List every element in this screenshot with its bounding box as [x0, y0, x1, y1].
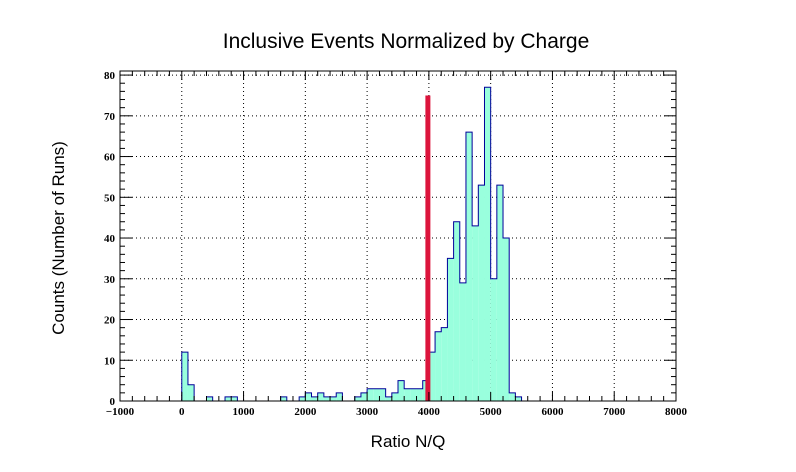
histogram-bar — [323, 396, 331, 401]
x-tick-label: −1000 — [106, 406, 135, 418]
histogram-bar — [441, 327, 448, 401]
histogram-bar — [336, 392, 343, 401]
histogram-bar — [317, 392, 324, 401]
y-tick-label: 70 — [104, 111, 116, 123]
histogram-bar — [391, 392, 398, 401]
histogram-bar — [428, 352, 436, 401]
histogram-bar — [354, 396, 361, 401]
plot-frame — [119, 70, 677, 402]
histogram-bar — [484, 87, 491, 401]
histogram-bar — [404, 388, 411, 401]
y-tick-label: 80 — [104, 70, 116, 82]
x-tick-label: 6000 — [541, 406, 564, 418]
histogram-bar — [373, 388, 380, 401]
y-axis-title: Counts (Number of Runs) — [49, 141, 68, 335]
y-tick-label: 60 — [104, 152, 116, 164]
histogram-bar — [453, 221, 460, 401]
x-tick-label: 2000 — [294, 406, 317, 418]
histogram-bar — [187, 384, 195, 401]
histogram-bar — [465, 132, 473, 401]
histogram-bar — [225, 396, 232, 401]
histogram-bar — [231, 396, 238, 401]
histogram-bar — [305, 392, 312, 401]
y-tick-label: 0 — [110, 396, 116, 408]
histogram-bar — [385, 396, 392, 401]
y-tick-label: 50 — [104, 192, 116, 204]
histogram-bar — [367, 388, 374, 401]
histogram-bar — [459, 282, 466, 401]
histogram-bar — [379, 388, 386, 401]
x-tick-label: 3000 — [356, 406, 379, 418]
y-tick-label: 40 — [104, 233, 116, 245]
grid-lines — [120, 71, 676, 401]
axis-ticks — [119, 71, 677, 402]
histogram-bar — [472, 225, 479, 401]
histogram-bar — [515, 396, 522, 401]
histogram-bars — [181, 87, 522, 401]
histogram-bar — [490, 278, 497, 401]
x-tick-label: 5000 — [480, 406, 503, 418]
histogram-bar — [299, 396, 306, 401]
histogram-bar — [181, 352, 188, 401]
histogram-bar — [360, 392, 368, 401]
histogram-bar — [410, 388, 417, 401]
histogram-bar — [478, 185, 485, 401]
x-tick-label: 1000 — [233, 406, 256, 418]
histogram-bar — [330, 396, 337, 401]
y-tick-label: 10 — [104, 355, 116, 367]
histogram-bar — [503, 238, 510, 401]
x-tick-label: 0 — [179, 406, 185, 418]
y-tick-label: 30 — [104, 274, 116, 286]
chart-title: Inclusive Events Normalized by Charge — [223, 30, 590, 53]
histogram-bar — [398, 380, 405, 401]
histogram-bar — [311, 396, 318, 401]
x-tick-label: 8000 — [665, 406, 688, 418]
histogram-bar — [206, 396, 213, 401]
histogram-bar — [280, 396, 287, 401]
histogram-bar — [447, 258, 454, 401]
histogram-bar — [496, 185, 504, 401]
x-tick-label: 7000 — [603, 406, 626, 418]
histogram-bar — [416, 388, 423, 401]
tick-labels: −1000 0 1000 2000 3000 4000 5000 6000 7000 800001… — [104, 70, 688, 418]
histogram-bar — [435, 331, 442, 401]
y-tick-label: 20 — [104, 315, 116, 327]
histogram-bar — [509, 392, 516, 401]
x-axis-title: Ratio N/Q — [371, 432, 446, 451]
x-tick-label: 4000 — [418, 406, 441, 418]
